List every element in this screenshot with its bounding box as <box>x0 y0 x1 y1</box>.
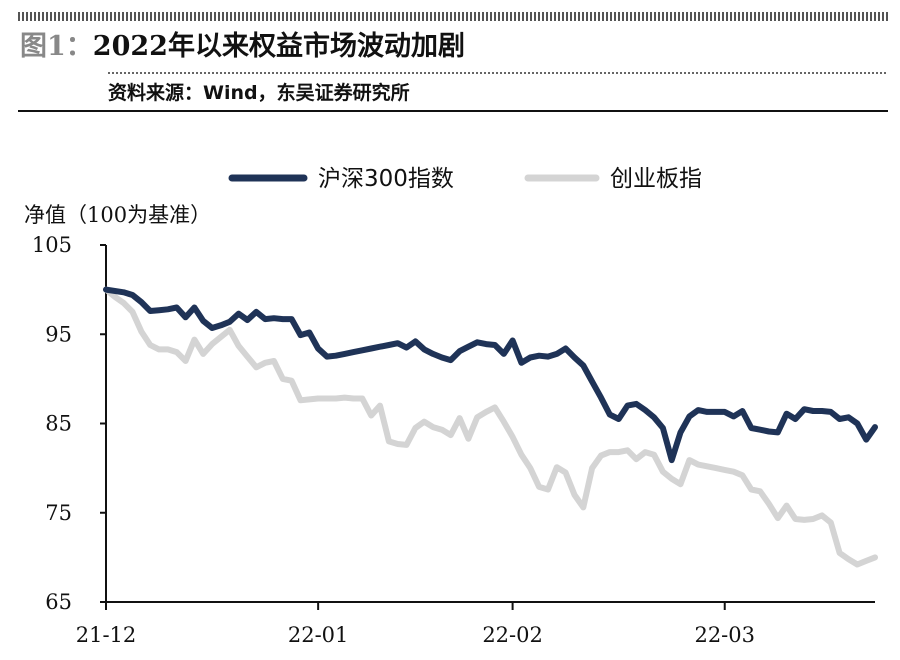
figure-source: 资料来源：Wind，东吴证券研究所 <box>108 82 410 104</box>
title-dotted-rule <box>18 12 888 21</box>
y-axis-label: 净值（100为基准） <box>24 203 211 227</box>
figure-title-text: 2022年以来权益市场波动加剧 <box>92 31 465 62</box>
y-tick-label: 85 <box>45 412 72 436</box>
x-tick-label: 22-03 <box>694 623 755 647</box>
x-tick-label: 22-01 <box>288 623 349 647</box>
y-tick-label: 105 <box>32 233 72 257</box>
series-line-chinext <box>103 286 878 568</box>
y-axis-ticks: 65 75 85 95 105 <box>32 233 106 614</box>
x-axis-ticks: 21-12 22-01 22-02 22-03 <box>76 602 755 647</box>
chart-legend: 沪深300指数 创业板指 <box>228 166 702 192</box>
source-dotted-rule <box>108 72 888 74</box>
figure-title: 图1：2022年以来权益市场波动加剧 <box>20 24 465 63</box>
x-tick-label: 22-02 <box>482 623 543 647</box>
figure-label: 图1： <box>20 31 93 62</box>
axes <box>105 245 875 603</box>
x-tick-label: 21-12 <box>76 623 137 647</box>
header-rule <box>18 110 888 112</box>
y-tick-label: 95 <box>45 322 72 346</box>
chart-series <box>103 286 878 568</box>
legend-label: 沪深300指数 <box>318 166 454 192</box>
y-tick-label: 65 <box>45 590 72 614</box>
y-tick-label: 75 <box>45 501 72 525</box>
series-line-csi300 <box>103 286 878 464</box>
legend-label: 创业板指 <box>610 166 702 192</box>
